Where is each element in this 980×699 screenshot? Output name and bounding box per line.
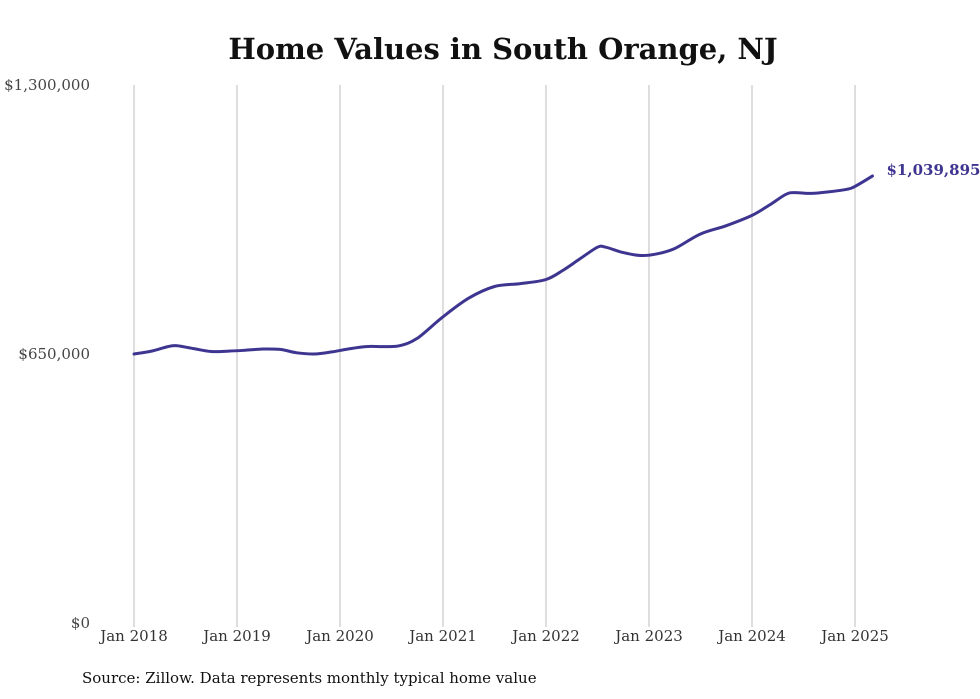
chart-title: Home Values in South Orange, NJ: [228, 32, 777, 66]
x-tick-label: Jan 2021: [407, 627, 477, 645]
x-tick-label: Jan 2025: [819, 627, 889, 645]
y-tick-label: $650,000: [18, 345, 90, 363]
series-line: [132, 174, 874, 356]
x-tick-label: Jan 2019: [201, 627, 271, 645]
y-tick-label: $1,300,000: [4, 76, 90, 94]
y-tick-label: $0: [71, 614, 90, 632]
x-tick-label: Jan 2020: [304, 627, 374, 645]
series-end-label: $1,039,895: [887, 161, 980, 179]
x-tick-label: Jan 2018: [98, 627, 168, 645]
series-layer: $1,039,895: [132, 161, 980, 356]
x-tick-label: Jan 2022: [510, 627, 580, 645]
x-tick-label: Jan 2024: [716, 627, 786, 645]
source-note: Source: Zillow. Data represents monthly …: [82, 669, 537, 687]
vertical-gridlines: [133, 85, 856, 627]
x-axis-ticks: Jan 2018 Jan 2019 Jan 2020 Jan 2021 Jan 2022…: [98, 627, 889, 645]
y-axis-ticks: $0 $650,000 $1,300,000: [4, 76, 90, 632]
x-tick-label: Jan 2023: [613, 627, 683, 645]
